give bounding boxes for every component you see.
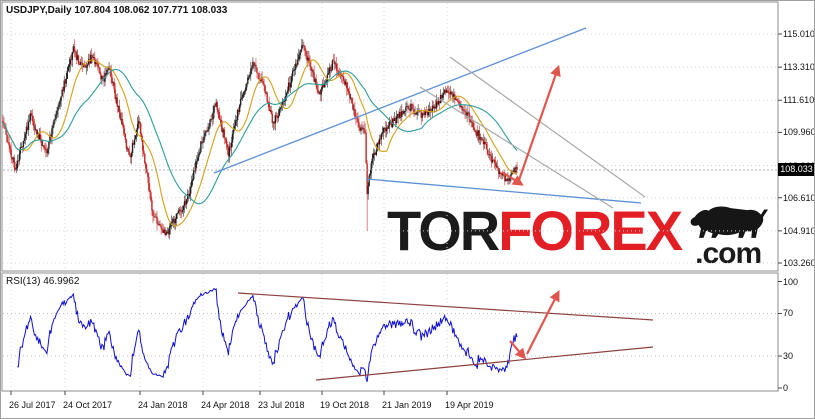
date-axis[interactable] [1, 391, 814, 418]
symbol-ohlc-header: USDJPY,Daily 107.804 108.062 107.771 108… [6, 5, 228, 16]
price-axis[interactable] [778, 1, 814, 391]
bull-icon [690, 206, 769, 238]
watermark-forex: FOREX [498, 199, 683, 262]
watermark-dotcom: .com [695, 237, 762, 270]
watermark: TOR FOREX .com [387, 203, 773, 269]
rsi-indicator-label: RSI(13) 46.9962 [6, 276, 80, 287]
current-price-tag: 108.033 [778, 163, 814, 177]
